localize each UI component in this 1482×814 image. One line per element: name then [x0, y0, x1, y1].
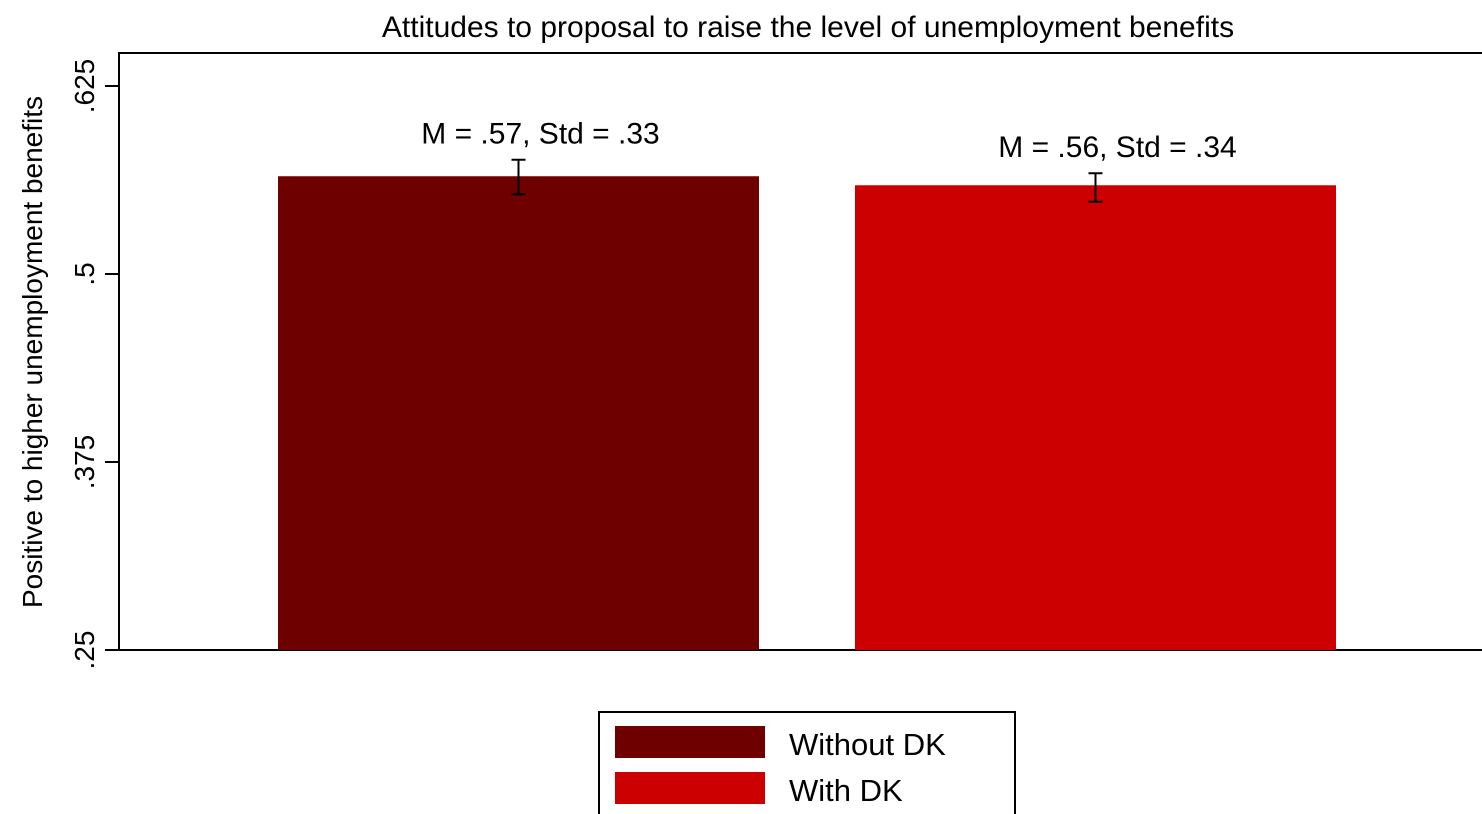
legend-label: Without DK [789, 727, 946, 762]
legend: Without DK With DK [598, 711, 1016, 814]
bar [278, 176, 759, 651]
legend-swatch [615, 772, 765, 804]
y-tick-label: .625 [69, 59, 100, 114]
chart-title: Attitudes to proposal to raise the level… [382, 11, 1234, 44]
bar-annotation: M = .56, Std = .34 [998, 131, 1236, 164]
y-axis: .25 .375 .5 .625 [69, 59, 119, 670]
error-bar [1088, 172, 1103, 203]
plot-frame [118, 52, 1482, 651]
bar-annotation: M = .57, Std = .33 [421, 118, 659, 151]
bar [855, 185, 1336, 651]
legend-swatch [615, 726, 765, 758]
y-tick-label: .25 [69, 631, 100, 670]
y-tick-label: .375 [69, 435, 100, 490]
bars: M = .57, Std = .33 M = .56, Std = .34 [278, 118, 1336, 651]
y-tick-label: .5 [69, 262, 100, 285]
legend-label: With DK [789, 773, 903, 808]
error-bar [511, 158, 526, 196]
y-axis-label: Positive to higher unemployment benefits [17, 96, 48, 608]
